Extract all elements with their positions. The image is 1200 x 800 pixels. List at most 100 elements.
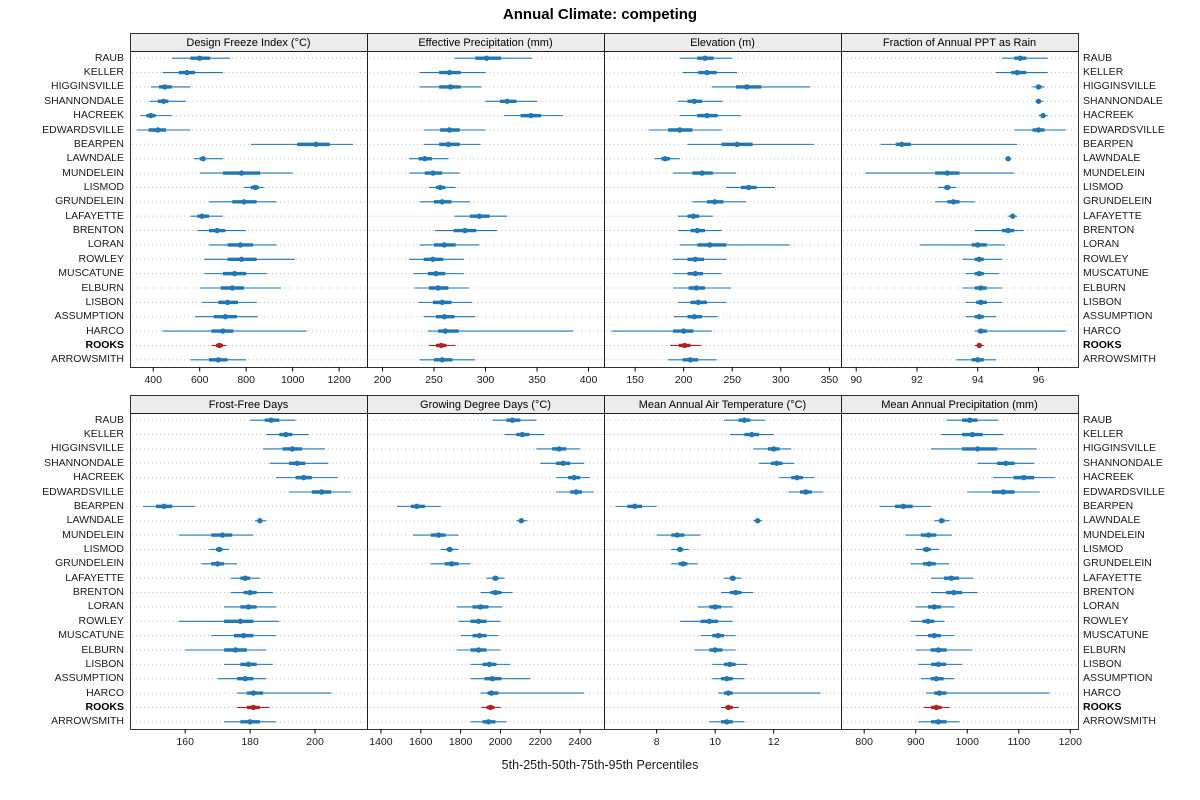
whisker-shannondale [369,98,602,104]
station-label-left-brenton: BRENTON [72,586,124,599]
panel-strip-title: Mean Annual Air Temperature (°C) [639,399,806,411]
station-label-right-muscatune: MUSCATUNE [1083,629,1149,642]
whisker-keller [132,69,365,76]
station-label-left-rooks: ROOKS [85,700,124,713]
station-label-right-edwardsville: EDWARDSVILLE [1083,485,1165,498]
whisker-lismod [606,184,839,191]
whisker-higginsville [606,84,839,90]
station-label-right-brenton: BRENTON [1083,224,1135,237]
station-label-right-arrowsmith: ARROWSMITH [1083,353,1156,366]
whisker-lismod [606,546,839,553]
whisker-lisbon [369,299,602,306]
whisker-rooks [132,342,365,349]
whisker-elburn [369,285,602,291]
tick-label: 200 [374,374,392,386]
station-label-right-rowley: ROWLEY [1083,252,1129,265]
whisker-edwardsville [369,127,602,133]
station-label-right-arrowsmith: ARROWSMITH [1083,715,1156,728]
whisker-mundelein [132,532,365,538]
station-label-right-bearpen: BEARPEN [1083,499,1134,512]
whisker-rowley [606,618,839,624]
whisker-brenton [132,227,365,234]
whisker-raub [606,55,839,61]
station-label-right-lisbon: LISBON [1083,657,1122,670]
whisker-lawndale [369,518,602,524]
station-label-left-rooks: ROOKS [85,338,124,351]
station-label-right-shannondale: SHANNONDALE [1083,456,1163,469]
whisker-raub [606,417,839,423]
whisker-muscatune [132,632,365,639]
whisker-elburn [369,647,602,653]
tick-label: 160 [176,736,194,748]
whisker-assumption [606,314,839,320]
panel-frost-free-days: Frost-Free Days 160 180 200 [130,395,368,748]
whisker-assumption [132,676,365,682]
whisker-shannondale [132,98,365,104]
whisker-assumption [606,676,839,682]
station-label-right-lawndale: LAWNDALE [1083,514,1141,527]
whisker-lismod [369,546,602,553]
whisker-elburn [843,285,1076,291]
whisker-keller [132,431,365,438]
station-label-right-elburn: ELBURN [1083,643,1126,656]
tick-label: 12 [768,736,780,748]
whisker-higginsville [843,446,1076,452]
whisker-rooks [369,342,602,349]
panel-strip-title: Effective Precipitation (mm) [418,37,552,49]
whisker-edwardsville [369,489,602,495]
whisker-lisbon [843,661,1076,668]
whisker-arrowsmith [606,357,839,363]
chart-title: Annual Climate: competing [502,6,698,23]
station-label-right-keller: KELLER [1083,428,1124,441]
tick-label: 400 [580,374,598,386]
panel-elevation-m: Elevation (m) 150 200 250 300 350 [604,33,842,386]
whisker-bearpen [843,141,1076,148]
whisker-lisbon [606,299,839,306]
tick-label: 300 [772,374,790,386]
whisker-keller [843,69,1076,76]
panel-plot-frame [604,51,842,368]
whisker-mundelein [132,170,365,176]
whisker-brenton [843,589,1076,596]
station-label-left-assumption: ASSUMPTION [54,310,124,323]
whisker-lawndale [132,156,365,162]
whisker-brenton [369,589,602,596]
whisker-elburn [606,285,839,291]
whisker-mundelein [843,532,1076,538]
whisker-higginsville [369,446,602,452]
tick-label: 1100 [1007,736,1030,748]
station-label-left-raub: RAUB [94,51,124,64]
tick-label: 92 [911,374,923,386]
whisker-lismod [843,546,1076,553]
whisker-harco [132,328,365,334]
tick-label: 250 [425,374,443,386]
whisker-lisbon [369,661,602,668]
whisker-brenton [132,589,365,596]
whisker-muscatune [843,270,1076,277]
whisker-rowley [369,256,602,262]
whisker-hacreek [369,474,602,481]
whisker-lisbon [843,299,1076,306]
station-label-left-loran: LORAN [87,238,124,251]
whisker-bearpen [132,503,365,510]
whisker-hacreek [132,112,365,119]
whisker-grundelein [606,199,839,205]
whisker-lafayette [606,575,839,581]
whisker-loran [606,242,839,248]
whisker-harco [369,328,602,334]
whisker-lawndale [843,518,1076,524]
panel-plot-frame [604,413,842,730]
whisker-lawndale [369,156,602,162]
whisker-loran [843,604,1076,610]
station-label-right-muscatune: MUSCATUNE [1083,267,1149,280]
station-label-right-lisbon: LISBON [1083,295,1122,308]
station-label-right-assumption: ASSUMPTION [1083,310,1153,323]
whisker-grundelein [132,199,365,205]
whisker-mundelein [606,532,839,538]
whisker-harco [843,328,1076,334]
station-label-left-mundelein: MUNDELEIN [62,528,124,541]
station-label-left-grundelein: GRUNDELEIN [55,557,124,570]
station-label-left-mundelein: MUNDELEIN [62,166,124,179]
whisker-bearpen [369,503,602,510]
whisker-raub [132,55,365,61]
